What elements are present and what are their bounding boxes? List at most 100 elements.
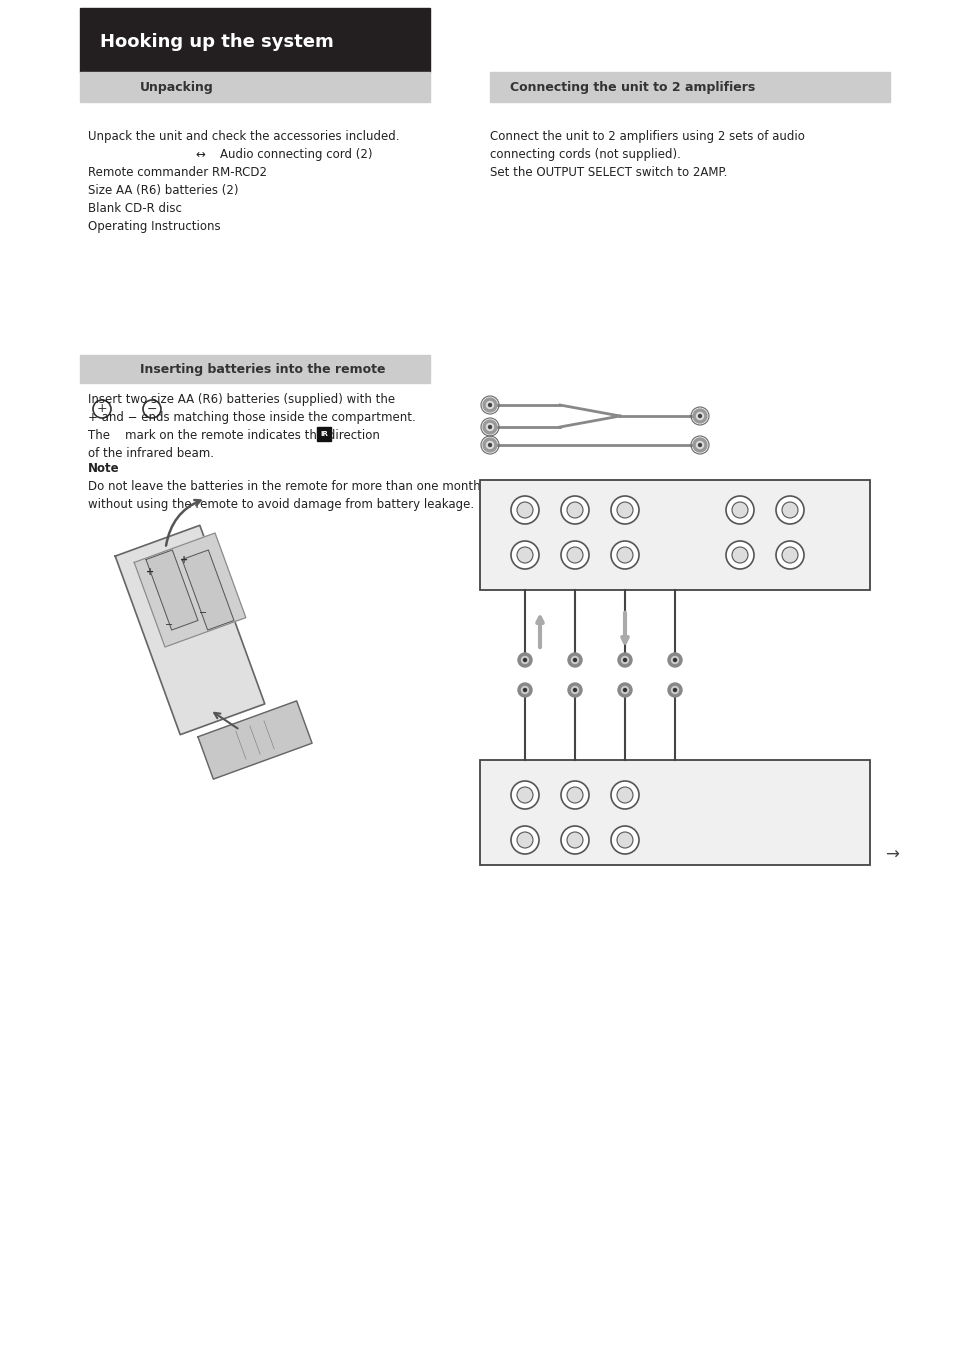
- Circle shape: [610, 781, 639, 808]
- Polygon shape: [146, 550, 198, 630]
- Text: Connecting the unit to 2 amplifiers: Connecting the unit to 2 amplifiers: [510, 81, 755, 93]
- Bar: [479, 480, 869, 589]
- Bar: [80, 8, 430, 72]
- Circle shape: [517, 653, 532, 667]
- Text: Unpack the unit and check the accessories included.: Unpack the unit and check the accessorie…: [88, 130, 399, 143]
- Circle shape: [617, 548, 633, 562]
- Circle shape: [623, 658, 626, 661]
- Text: Size AA (R6) batteries (2): Size AA (R6) batteries (2): [88, 184, 238, 197]
- Circle shape: [560, 781, 588, 808]
- Text: Operating Instructions: Operating Instructions: [88, 220, 220, 233]
- Circle shape: [482, 438, 497, 452]
- Circle shape: [698, 443, 700, 446]
- Circle shape: [521, 657, 528, 664]
- Text: Inserting batteries into the remote: Inserting batteries into the remote: [140, 362, 385, 376]
- Circle shape: [667, 653, 681, 667]
- Circle shape: [517, 831, 533, 848]
- Polygon shape: [115, 526, 265, 734]
- Text: Connect the unit to 2 amplifiers using 2 sets of audio: Connect the unit to 2 amplifiers using 2…: [490, 130, 804, 143]
- Polygon shape: [182, 550, 233, 630]
- Circle shape: [566, 787, 582, 803]
- Text: −: −: [165, 619, 172, 630]
- Text: +: +: [179, 554, 188, 565]
- Bar: [80, 72, 430, 101]
- Circle shape: [671, 657, 678, 664]
- Circle shape: [696, 412, 702, 419]
- Bar: [316, 427, 331, 441]
- Circle shape: [517, 548, 533, 562]
- Text: of the infrared beam.: of the infrared beam.: [88, 448, 213, 460]
- Text: connecting cords (not supplied).: connecting cords (not supplied).: [490, 147, 680, 161]
- Circle shape: [521, 687, 528, 694]
- Circle shape: [511, 541, 538, 569]
- Circle shape: [696, 442, 702, 449]
- Text: ↔: ↔: [194, 147, 205, 161]
- Text: without using the remote to avoid damage from battery leakage.: without using the remote to avoid damage…: [88, 498, 474, 511]
- Circle shape: [617, 787, 633, 803]
- Bar: [479, 760, 869, 865]
- Text: Set the OUTPUT SELECT switch to 2AMP.: Set the OUTPUT SELECT switch to 2AMP.: [490, 166, 726, 178]
- Circle shape: [571, 657, 578, 664]
- Circle shape: [775, 496, 803, 525]
- Circle shape: [623, 688, 626, 691]
- Circle shape: [488, 443, 491, 446]
- Text: →: →: [884, 846, 898, 864]
- Circle shape: [673, 688, 676, 691]
- Text: Do not leave the batteries in the remote for more than one month: Do not leave the batteries in the remote…: [88, 480, 480, 493]
- Circle shape: [610, 826, 639, 854]
- Text: −: −: [198, 607, 207, 618]
- Circle shape: [610, 541, 639, 569]
- Circle shape: [517, 502, 533, 518]
- Circle shape: [511, 781, 538, 808]
- Circle shape: [488, 403, 491, 407]
- Circle shape: [560, 496, 588, 525]
- Circle shape: [523, 688, 526, 691]
- Circle shape: [667, 683, 681, 698]
- Text: Unpacking: Unpacking: [140, 81, 213, 93]
- Text: The    mark on the remote indicates the direction: The mark on the remote indicates the dir…: [88, 429, 379, 442]
- Circle shape: [566, 548, 582, 562]
- Bar: [80, 356, 430, 383]
- Bar: [490, 72, 889, 101]
- Text: IR: IR: [319, 431, 328, 437]
- Circle shape: [560, 541, 588, 569]
- Circle shape: [573, 658, 576, 661]
- Circle shape: [517, 787, 533, 803]
- Circle shape: [486, 402, 493, 408]
- Circle shape: [488, 426, 491, 429]
- Circle shape: [482, 397, 497, 412]
- Circle shape: [482, 420, 497, 434]
- Circle shape: [698, 415, 700, 418]
- Circle shape: [671, 687, 678, 694]
- Polygon shape: [198, 700, 312, 779]
- Circle shape: [775, 541, 803, 569]
- Circle shape: [486, 442, 493, 449]
- Circle shape: [618, 683, 631, 698]
- Circle shape: [567, 653, 581, 667]
- Circle shape: [731, 502, 747, 518]
- Text: Audio connecting cord (2): Audio connecting cord (2): [220, 147, 372, 161]
- Text: Hooking up the system: Hooking up the system: [100, 32, 334, 51]
- Polygon shape: [134, 533, 246, 648]
- Circle shape: [523, 658, 526, 661]
- Circle shape: [517, 683, 532, 698]
- Circle shape: [618, 653, 631, 667]
- Circle shape: [486, 423, 493, 430]
- Circle shape: [731, 548, 747, 562]
- Circle shape: [620, 687, 628, 694]
- Circle shape: [511, 826, 538, 854]
- Circle shape: [610, 496, 639, 525]
- Text: −: −: [147, 403, 157, 415]
- Circle shape: [567, 683, 581, 698]
- Circle shape: [692, 438, 706, 452]
- Circle shape: [725, 541, 753, 569]
- Circle shape: [566, 502, 582, 518]
- Circle shape: [617, 502, 633, 518]
- Circle shape: [781, 502, 797, 518]
- Text: Insert two size AA (R6) batteries (supplied) with the: Insert two size AA (R6) batteries (suppl…: [88, 393, 395, 406]
- Text: Blank CD-R disc: Blank CD-R disc: [88, 201, 182, 215]
- Circle shape: [511, 496, 538, 525]
- Text: + and − ends matching those inside the compartment.: + and − ends matching those inside the c…: [88, 411, 416, 425]
- Circle shape: [560, 826, 588, 854]
- Circle shape: [673, 658, 676, 661]
